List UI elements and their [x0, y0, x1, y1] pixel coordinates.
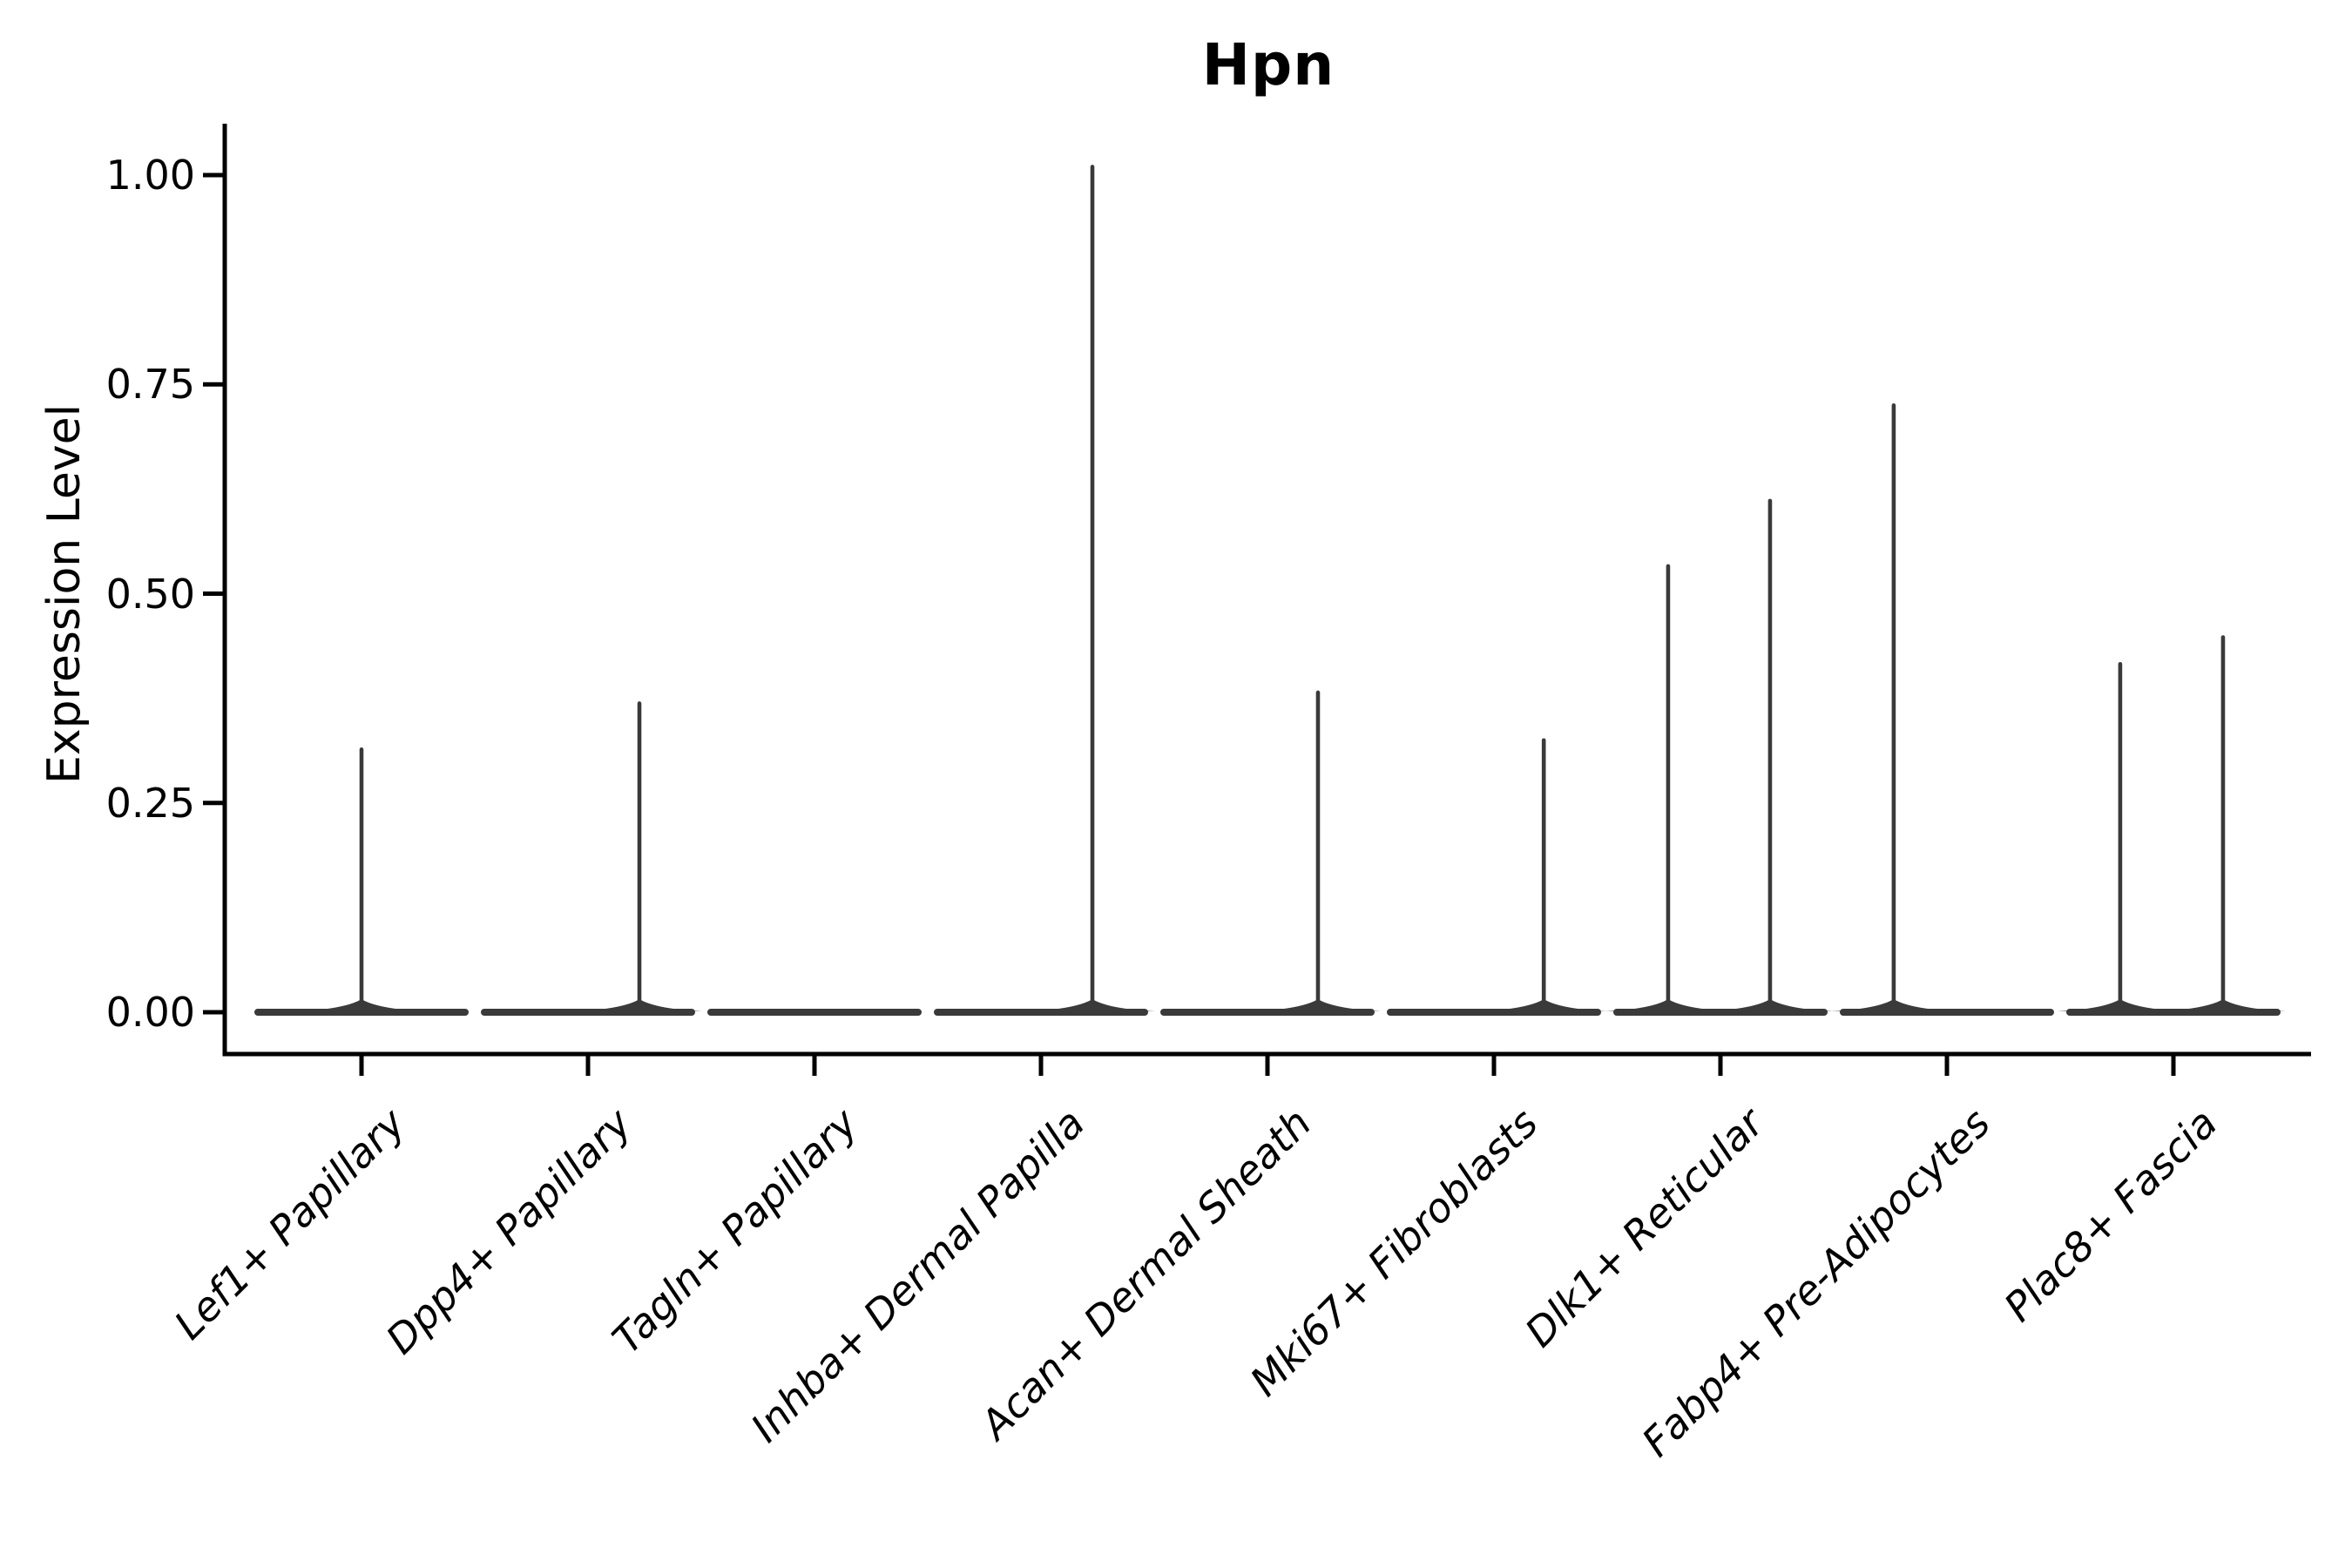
y-tick-label: 0.75: [105, 361, 195, 409]
y-tick-label: 1.00: [105, 152, 195, 199]
y-tick-label: 0.25: [105, 779, 195, 827]
chart-title: Hpn: [1201, 31, 1335, 98]
y-tick-label: 0.50: [105, 570, 195, 618]
y-axis-label: Expression Level: [38, 403, 91, 785]
y-tick-label: 0.00: [105, 989, 195, 1036]
